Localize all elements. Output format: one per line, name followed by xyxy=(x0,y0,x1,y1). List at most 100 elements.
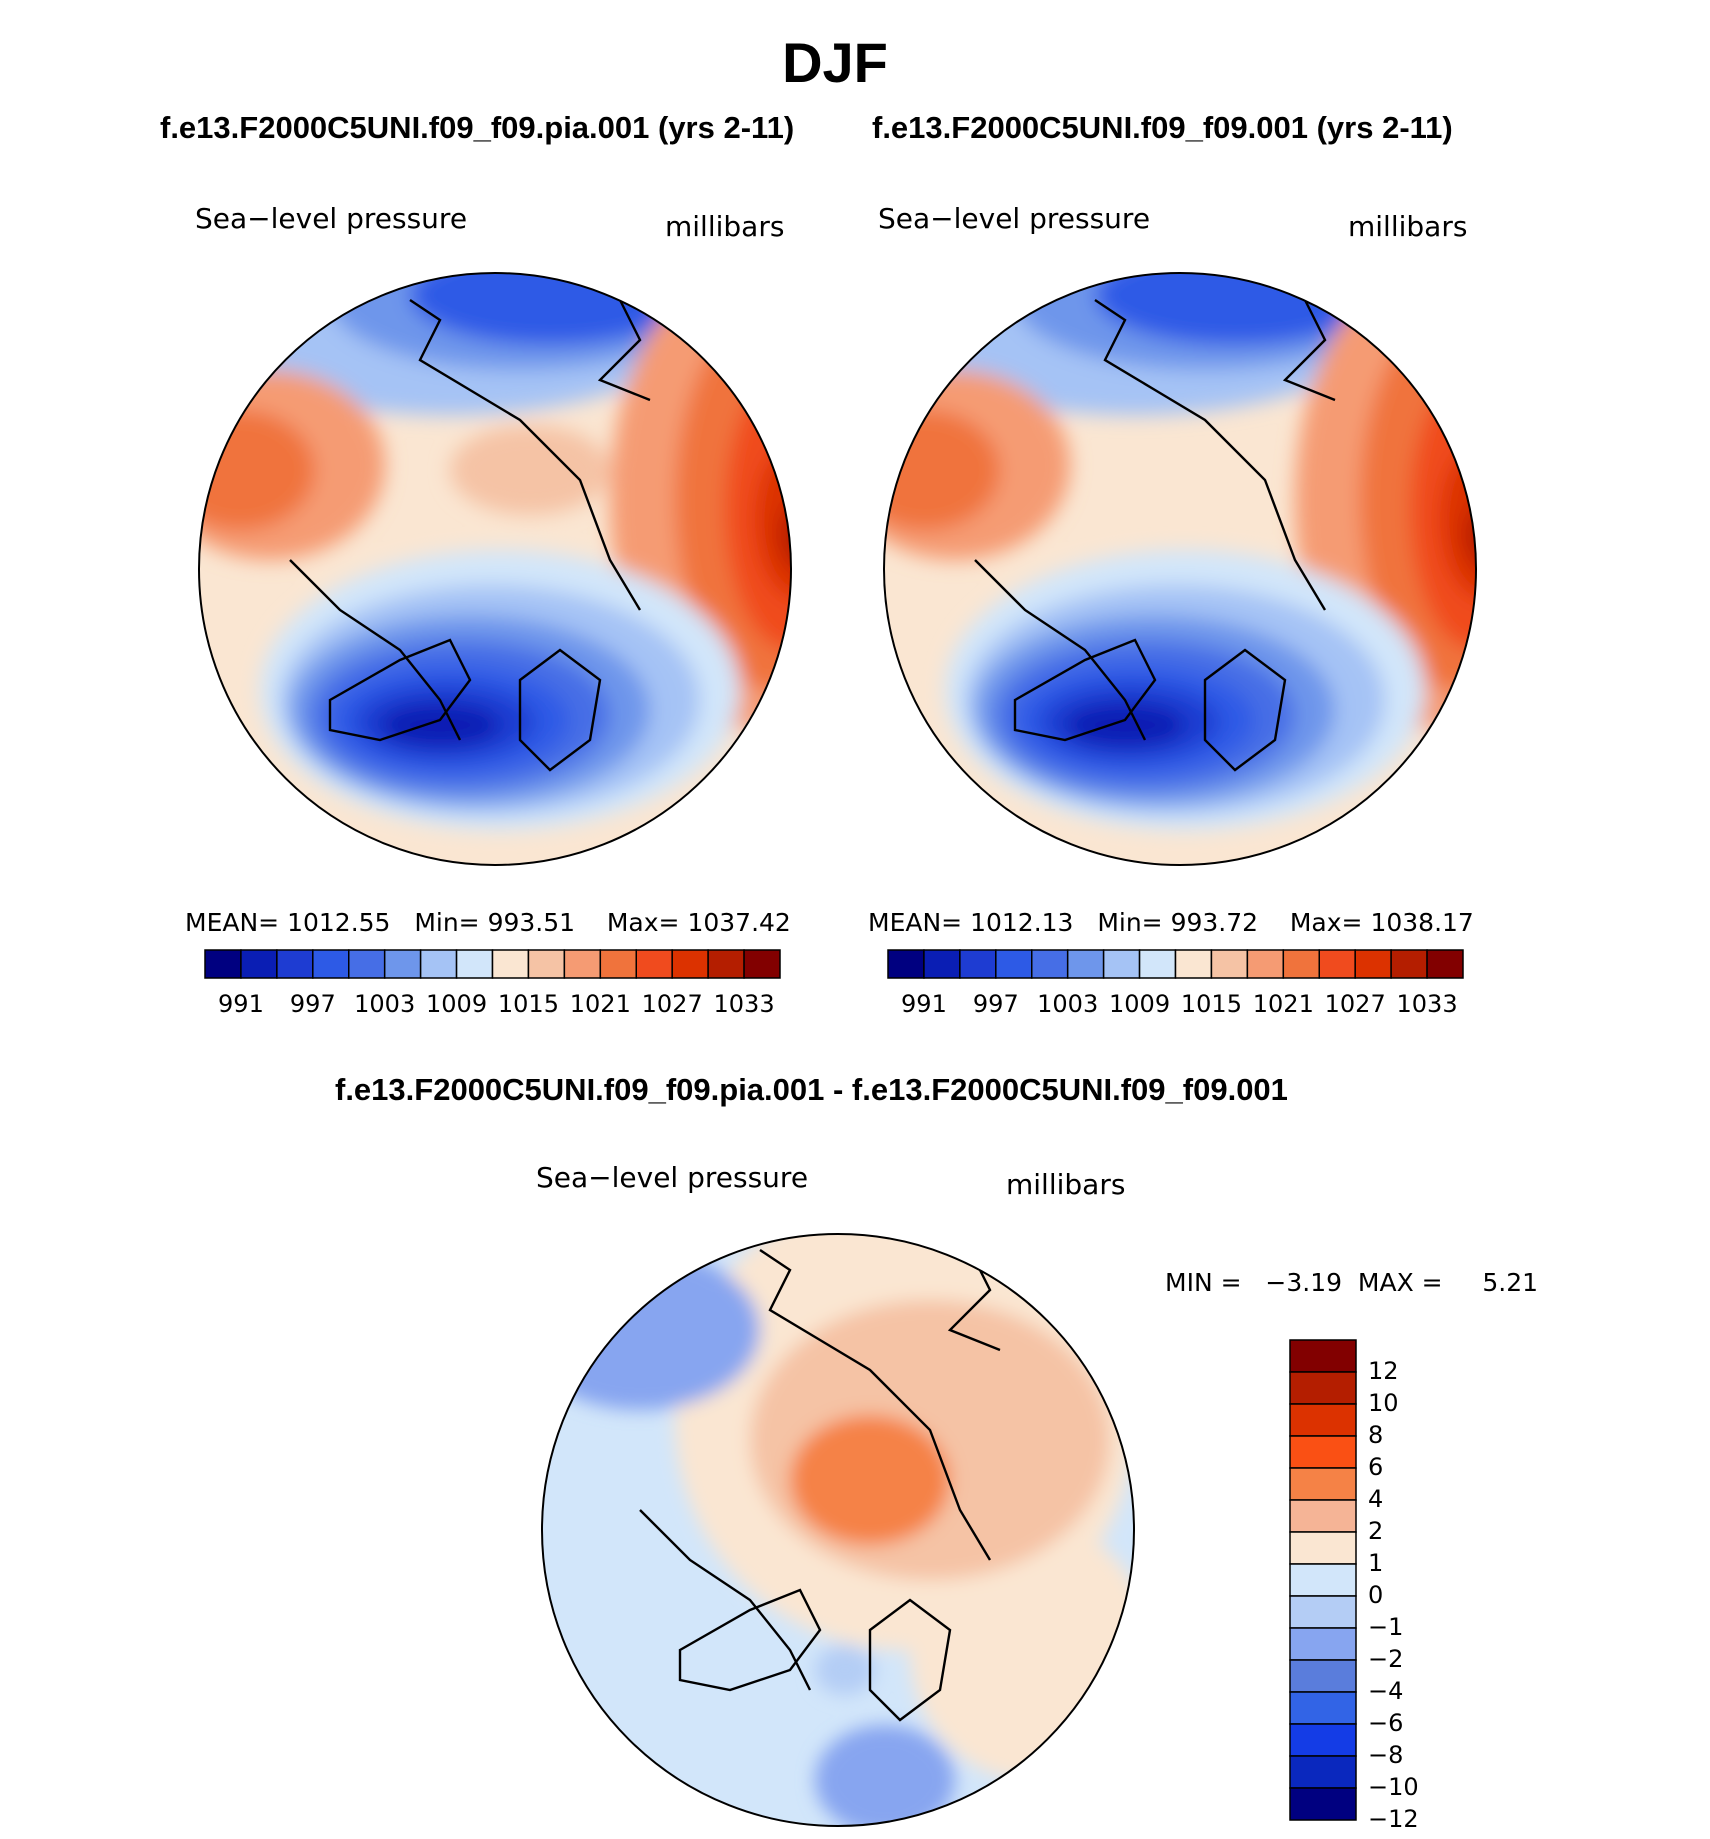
panel2-min-label: Min= xyxy=(1097,908,1163,937)
panel1-max-value: 1037.42 xyxy=(687,908,791,937)
diff-tick-label: 2 xyxy=(1368,1517,1384,1545)
panel2-min-value: 993.72 xyxy=(1170,908,1259,937)
diff-colorbar xyxy=(1289,1339,1357,1821)
panel2-colorbar-box-14 xyxy=(1390,949,1428,979)
diff-colorbar-box-10 xyxy=(1289,1659,1357,1693)
diff-tick-label: 6 xyxy=(1368,1453,1384,1481)
diff-colorbar-box-7 xyxy=(1289,1563,1357,1597)
diff-tick-label: 10 xyxy=(1368,1389,1399,1417)
diff-colorbar-box-11 xyxy=(1289,1691,1357,1725)
panel2-colorbar-box-5 xyxy=(1066,949,1105,979)
diff-tick-label: −4 xyxy=(1368,1677,1404,1705)
panel2-map-border xyxy=(883,272,1477,866)
panel1-tick-label: 1009 xyxy=(426,990,488,1018)
panel1-colorbar-box-9 xyxy=(527,949,566,979)
panel2-colorbar-box-7 xyxy=(1138,949,1177,979)
panel2-tick-label: 1009 xyxy=(1109,990,1171,1018)
panel2-tick-label: 1015 xyxy=(1180,990,1242,1018)
diff-colorbar-box-9 xyxy=(1289,1627,1357,1661)
diff-tick-label: −8 xyxy=(1368,1741,1404,1769)
panel1-tick-label: 997 xyxy=(289,990,336,1018)
panel2-colorbar-box-12 xyxy=(1318,949,1356,979)
panel1-tick-label: 1027 xyxy=(641,990,703,1018)
panel1-variable-label: Sea−level pressure xyxy=(195,202,468,235)
diff-colorbar-box-12 xyxy=(1289,1723,1357,1757)
panel1-mean-value: 1012.55 xyxy=(287,908,391,937)
panel1-tick-label: 1003 xyxy=(354,990,416,1018)
panel1-mean-label: MEAN= xyxy=(185,908,280,937)
diff-tick-label: 1 xyxy=(1368,1549,1384,1577)
panel2-variable-label: Sea−level pressure xyxy=(878,202,1151,235)
diff-tick-label: −1 xyxy=(1368,1613,1404,1641)
diff-min-value: −3.19 xyxy=(1265,1268,1343,1297)
panel1-tick-label: 1021 xyxy=(569,990,631,1018)
panel2-colorbar-box-15 xyxy=(1426,949,1464,979)
diff-colorbar-box-4 xyxy=(1289,1467,1357,1501)
panel1-colorbar-box-4 xyxy=(348,949,386,979)
panel1-map xyxy=(199,273,791,865)
panel1-map-border xyxy=(198,272,792,866)
panel2-tick-label: 1033 xyxy=(1396,990,1458,1018)
panel2-map xyxy=(884,273,1476,865)
panel2-colorbar-box-6 xyxy=(1102,949,1141,979)
diff-tick-label: 0 xyxy=(1368,1581,1384,1609)
panel2-mean-label: MEAN= xyxy=(868,908,963,937)
diff-tick-label: −6 xyxy=(1368,1709,1404,1737)
panel1-case-title: f.e13.F2000C5UNI.f09_f09.pia.001 (yrs 2-… xyxy=(160,110,795,145)
panel1-colorbar-box-8 xyxy=(491,949,530,979)
panel1-colorbar-box-1 xyxy=(240,949,278,979)
panel2-tick-label: 997 xyxy=(972,990,1019,1018)
panel1-colorbar-box-6 xyxy=(419,949,458,979)
diff-colorbar-box-5 xyxy=(1289,1499,1357,1533)
diff-map-border xyxy=(541,1233,1135,1827)
diff-title: f.e13.F2000C5UNI.f09_f09.pia.001 - f.e13… xyxy=(335,1072,1288,1107)
diff-colorbar-box-0 xyxy=(1289,1339,1357,1373)
panel2-colorbar xyxy=(887,949,1464,979)
panel2-colorbar-box-2 xyxy=(959,949,997,979)
diff-colorbar-box-1 xyxy=(1289,1371,1357,1405)
panel1-colorbar-box-13 xyxy=(671,949,709,979)
diff-max-value: 5.21 xyxy=(1482,1268,1539,1297)
diff-max-label: MAX = xyxy=(1357,1268,1443,1297)
diff-tick-label: 12 xyxy=(1368,1357,1399,1385)
panel2-tick-label: 1003 xyxy=(1037,990,1099,1018)
panel2-colorbar-box-11 xyxy=(1282,949,1320,979)
diff-colorbar-box-6 xyxy=(1289,1531,1357,1565)
figure-title: DJF xyxy=(782,31,888,94)
panel1-colorbar-box-10 xyxy=(563,949,602,979)
panel1-colorbar-box-2 xyxy=(276,949,314,979)
panel2-mean-value: 1012.13 xyxy=(970,908,1074,937)
diff-colorbar-box-3 xyxy=(1289,1435,1357,1469)
panel2-colorbar-box-0 xyxy=(887,949,925,979)
panel2-colorbar-box-8 xyxy=(1174,949,1213,979)
panel1-tick-label: 1033 xyxy=(713,990,775,1018)
panel2-colorbar-box-1 xyxy=(923,949,961,979)
diff-stats: MIN = −3.19 MAX = 5.21 xyxy=(1165,1268,1538,1297)
diff-tick-label: 8 xyxy=(1368,1421,1384,1449)
panel1-colorbar-box-12 xyxy=(635,949,673,979)
panel2-case-title: f.e13.F2000C5UNI.f09_f09.001 (yrs 2-11) xyxy=(872,110,1453,145)
panel2-max-label: Max= xyxy=(1289,908,1363,937)
panel2-tick-label: 1027 xyxy=(1324,990,1386,1018)
panel2-tick-label: 991 xyxy=(901,990,947,1018)
diff-map xyxy=(542,1234,1134,1826)
diff-tick-label: −12 xyxy=(1368,1805,1419,1833)
panel1-colorbar xyxy=(204,949,781,979)
panel2-stats: MEAN= 1012.13 Min= 993.72 Max= 1038.17 xyxy=(868,908,1474,937)
panel1-tick-label: 1015 xyxy=(497,990,559,1018)
panel2-units-label: millibars xyxy=(1348,210,1468,243)
diff-units-label: millibars xyxy=(1006,1168,1126,1201)
panel1-units-label: millibars xyxy=(665,210,785,243)
panel1-min-value: 993.51 xyxy=(487,908,576,937)
panel2-coastlines xyxy=(974,299,1336,772)
diff-min-label: MIN = xyxy=(1165,1268,1242,1297)
diff-colorbar-box-13 xyxy=(1289,1755,1357,1789)
panel1-colorbar-box-3 xyxy=(312,949,350,979)
diff-tick-label: 4 xyxy=(1368,1485,1384,1513)
panel2-colorbar-box-4 xyxy=(1031,949,1069,979)
panel1-tick-label: 991 xyxy=(218,990,264,1018)
panel2-colorbar-box-13 xyxy=(1354,949,1392,979)
panel2-tick-label: 1021 xyxy=(1252,990,1314,1018)
